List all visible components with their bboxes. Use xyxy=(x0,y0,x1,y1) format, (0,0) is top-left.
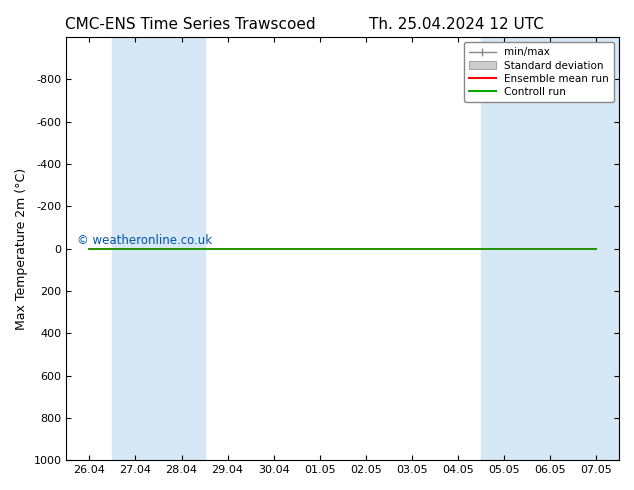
Bar xyxy=(573,37,619,460)
Bar xyxy=(112,37,158,460)
Text: © weatheronline.co.uk: © weatheronline.co.uk xyxy=(77,234,212,246)
Text: Th. 25.04.2024 12 UTC: Th. 25.04.2024 12 UTC xyxy=(369,17,544,32)
Bar xyxy=(481,37,527,460)
Bar xyxy=(158,37,205,460)
Y-axis label: Max Temperature 2m (°C): Max Temperature 2m (°C) xyxy=(15,168,28,330)
Legend: min/max, Standard deviation, Ensemble mean run, Controll run: min/max, Standard deviation, Ensemble me… xyxy=(464,42,614,102)
Text: CMC-ENS Time Series Trawscoed: CMC-ENS Time Series Trawscoed xyxy=(65,17,316,32)
Bar xyxy=(527,37,573,460)
